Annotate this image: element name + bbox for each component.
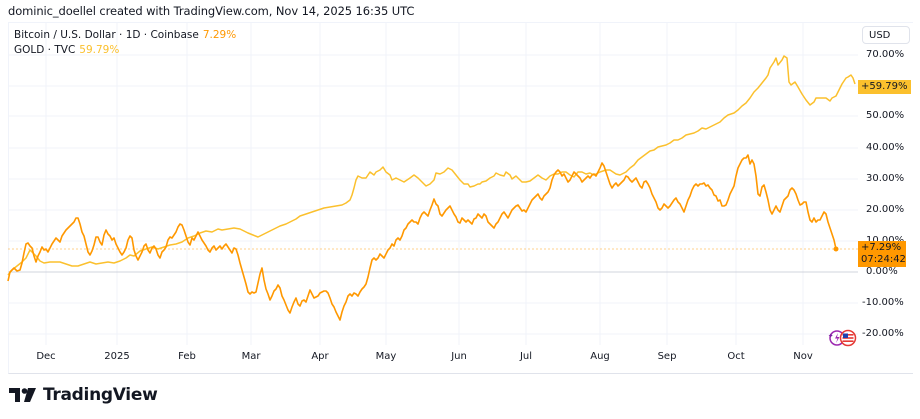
gold-price-badge: +59.79% xyxy=(858,80,911,94)
tradingview-wordmark: TradingView xyxy=(43,385,158,405)
chart-frame xyxy=(8,22,913,374)
legend-gold-name: GOLD · TVC xyxy=(14,44,76,56)
legend-gold-value: 59.79% xyxy=(79,44,120,56)
chart-legend: Bitcoin / U.S. Dollar · 1D · Coinbase 7.2… xyxy=(14,28,236,58)
y-tick-30: 30.00% xyxy=(866,173,905,184)
y-tick-minus-10: -10.00% xyxy=(862,297,904,308)
btc-badge-value: +7.29% xyxy=(861,242,902,253)
lightning-event-icon[interactable] xyxy=(828,330,845,346)
tradingview-logo-icon xyxy=(9,388,36,402)
horizontal-grid xyxy=(8,54,858,335)
y-tick-20: 20.00% xyxy=(866,204,905,215)
currency-selector[interactable]: USD xyxy=(862,26,910,44)
x-tick-may: May xyxy=(375,351,397,362)
y-tick-40: 40.00% xyxy=(866,142,905,153)
legend-btc-name: Bitcoin / U.S. Dollar · 1D · Coinbase xyxy=(14,29,199,41)
btc-badge-countdown: 07:24:42 xyxy=(861,254,906,265)
y-tick-minus-20: -20.00% xyxy=(862,328,904,339)
legend-btc-value: 7.29% xyxy=(202,29,237,41)
btc-last-point-marker xyxy=(833,246,839,252)
legend-row-btc[interactable]: Bitcoin / U.S. Dollar · 1D · Coinbase 7.2… xyxy=(14,28,236,43)
x-tick-mar: Mar xyxy=(241,351,261,362)
btc-price-badge: +7.29% 07:24:42 xyxy=(858,241,906,267)
x-tick-jul: Jul xyxy=(519,351,533,362)
x-tick-feb: Feb xyxy=(178,351,196,362)
economic-events[interactable] xyxy=(828,329,858,347)
x-tick-dec: Dec xyxy=(36,351,56,362)
us-flag-event-icon[interactable] xyxy=(839,329,857,347)
gold-series-line[interactable] xyxy=(7,55,856,276)
vertical-grid xyxy=(45,23,804,345)
x-tick-aug: Aug xyxy=(590,351,610,362)
y-tick-70: 70.00% xyxy=(866,49,905,60)
y-tick-50: 50.00% xyxy=(866,110,905,121)
chart-attribution: dominic_doellel created with TradingView… xyxy=(8,4,415,18)
x-tick-sep: Sep xyxy=(657,351,677,362)
y-tick-0: 0.00% xyxy=(866,266,898,277)
x-tick-oct: Oct xyxy=(727,351,745,362)
x-tick-jun: Jun xyxy=(451,351,467,362)
btc-series-line[interactable] xyxy=(7,154,837,321)
x-tick-2025: 2025 xyxy=(104,351,130,362)
y-tick-10: 10.00% xyxy=(866,235,904,246)
x-tick-nov: Nov xyxy=(793,351,813,362)
legend-row-gold[interactable]: GOLD · TVC 59.79% xyxy=(14,43,236,58)
x-tick-apr: Apr xyxy=(311,351,329,362)
tradingview-brand[interactable]: TradingView xyxy=(9,385,158,405)
